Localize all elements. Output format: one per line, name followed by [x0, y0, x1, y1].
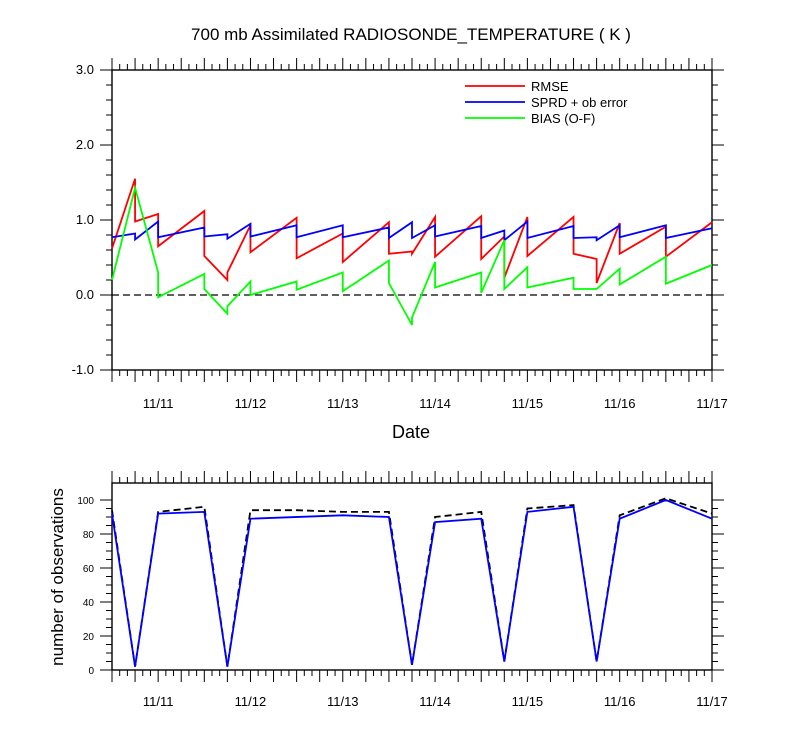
top-x-tick-label: 11/12	[235, 396, 267, 411]
top-x-tick-label: 11/17	[696, 396, 728, 411]
top-series-sprd-ob-error	[111, 219, 713, 243]
bottom-x-tick-label: 11/11	[143, 694, 174, 709]
top-x-tick-label: 11/14	[419, 396, 451, 411]
bottom-y-tick-label: 40	[83, 598, 95, 609]
top-x-tick-label: 11/15	[512, 396, 544, 411]
top-x-tick-label: 11/11	[143, 396, 174, 411]
top-y-tick-label: -1.0	[72, 362, 94, 377]
bottom-frame	[111, 482, 713, 671]
bottom-y-tick-label: 100	[77, 496, 94, 507]
top-panel: 11/11 11/12 11/13 11/14 11/15 11/16 11/17 -1.0 0…	[72, 58, 728, 411]
legend-label: BIAS (O-F)	[531, 111, 595, 126]
bottom-x-tick-label: 11/15	[512, 694, 544, 709]
bottom-x-tick-label: 11/13	[327, 694, 359, 709]
bottom-y-tick-label: 20	[83, 632, 95, 643]
bottom-series-observations-used	[111, 499, 713, 667]
top-x-tick-label: 11/16	[604, 396, 636, 411]
chart-title: 700 mb Assimilated RADIOSONDE_TEMPERATUR…	[191, 25, 631, 44]
bottom-x-tick-label: 11/14	[419, 694, 451, 709]
legend-label: RMSE	[531, 79, 569, 94]
top-series-bias-o-f	[111, 184, 713, 326]
bottom-x-tick-label: 11/17	[696, 694, 728, 709]
top-y-tick-label: 3.0	[76, 62, 94, 77]
y-axis-label-observations: number of observations	[48, 488, 67, 666]
legend-label: SPRD + ob error	[531, 95, 628, 110]
top-y-tick-label: 1.0	[76, 212, 94, 227]
bottom-y-tick-label: 60	[83, 564, 95, 575]
bottom-series-observations-possible	[111, 497, 713, 667]
top-y-tick-label: 2.0	[76, 137, 94, 152]
bottom-y-tick-label: 0	[88, 666, 94, 677]
top-series-rmse	[111, 178, 713, 284]
bottom-y-tick-label: 80	[83, 530, 95, 541]
x-axis-label: Date	[392, 422, 430, 442]
bottom-panel: 11/11 11/12 11/13 11/14 11/15 11/16 11/17 0 20 40…	[77, 471, 728, 709]
bottom-x-tick-label: 11/16	[604, 694, 636, 709]
top-x-tick-label: 11/13	[327, 396, 359, 411]
top-y-tick-label: 0.0	[76, 287, 94, 302]
bottom-x-tick-label: 11/12	[235, 694, 267, 709]
